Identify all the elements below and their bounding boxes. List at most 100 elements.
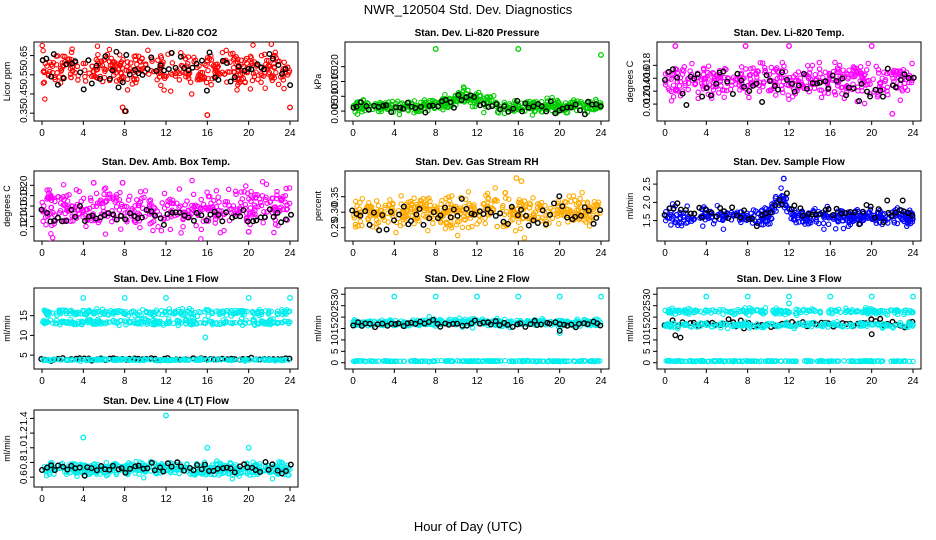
outlier-point bbox=[474, 293, 480, 300]
data-point bbox=[685, 80, 692, 86]
data-point bbox=[812, 71, 818, 78]
data-point bbox=[430, 220, 436, 227]
data-point bbox=[522, 323, 529, 330]
data-point bbox=[78, 198, 84, 205]
data-point bbox=[155, 311, 162, 317]
x-tick-label: 20 bbox=[866, 376, 878, 387]
data-point bbox=[271, 75, 278, 81]
data-point bbox=[113, 204, 120, 210]
data-point bbox=[712, 323, 718, 329]
outlier-point bbox=[827, 293, 834, 300]
data-point bbox=[858, 84, 865, 90]
x-tick-label: 0 bbox=[39, 376, 45, 387]
data-point bbox=[670, 205, 677, 212]
data-point bbox=[888, 307, 895, 314]
data-point bbox=[469, 103, 476, 110]
data-point bbox=[416, 218, 422, 224]
data-point bbox=[581, 320, 588, 327]
data-point bbox=[258, 52, 265, 59]
data-point bbox=[710, 70, 717, 77]
data-point bbox=[115, 84, 122, 91]
data-point bbox=[469, 223, 475, 230]
data-point bbox=[412, 104, 419, 111]
data-point bbox=[831, 89, 838, 95]
data-point bbox=[515, 219, 522, 225]
data-point bbox=[258, 202, 265, 209]
y-tick-label: 0.16 bbox=[19, 196, 30, 216]
data-point bbox=[865, 77, 872, 84]
data-point bbox=[120, 56, 126, 63]
data-point bbox=[153, 67, 160, 74]
data-point bbox=[388, 108, 395, 115]
data-point bbox=[354, 203, 360, 209]
data-point bbox=[828, 306, 834, 313]
data-point bbox=[152, 212, 159, 219]
x-tick-label: 20 bbox=[243, 248, 255, 259]
data-point bbox=[894, 220, 901, 227]
data-point bbox=[276, 58, 283, 65]
y-tick-label: 0.30 bbox=[330, 202, 341, 222]
data-point bbox=[713, 80, 720, 87]
data-point bbox=[484, 203, 490, 210]
data-point bbox=[672, 86, 679, 93]
data-point bbox=[486, 358, 492, 364]
x-tick-label: 12 bbox=[783, 376, 795, 387]
data-point bbox=[442, 225, 449, 232]
data-point bbox=[437, 323, 444, 330]
data-point bbox=[568, 321, 575, 328]
data-point bbox=[281, 356, 287, 363]
data-point bbox=[437, 212, 444, 219]
data-point bbox=[465, 189, 472, 195]
data-point bbox=[148, 356, 154, 363]
x-tick-label: 20 bbox=[554, 248, 566, 259]
data-point bbox=[668, 98, 675, 104]
data-point bbox=[442, 91, 448, 98]
data-point bbox=[281, 85, 287, 92]
data-point bbox=[353, 103, 360, 110]
data-point bbox=[92, 310, 98, 316]
data-point bbox=[874, 214, 880, 221]
data-point bbox=[884, 321, 891, 328]
data-point bbox=[136, 357, 143, 364]
data-point bbox=[583, 219, 589, 225]
data-point bbox=[547, 98, 554, 105]
data-point bbox=[68, 49, 75, 56]
data-point bbox=[268, 320, 274, 327]
data-point bbox=[55, 194, 62, 200]
data-point bbox=[82, 67, 88, 73]
data-point bbox=[240, 207, 247, 214]
data-point bbox=[88, 217, 95, 224]
x-tick-label: 0 bbox=[39, 128, 45, 139]
data-point bbox=[880, 219, 887, 226]
data-point bbox=[152, 357, 158, 364]
data-point bbox=[216, 199, 222, 205]
data-point bbox=[713, 213, 720, 220]
data-point bbox=[138, 214, 145, 221]
data-point bbox=[169, 60, 176, 66]
data-point bbox=[42, 96, 48, 102]
outlier-point bbox=[556, 330, 563, 337]
data-point bbox=[271, 229, 277, 236]
data-point bbox=[80, 86, 87, 93]
data-point bbox=[792, 323, 799, 330]
outlier-point bbox=[202, 334, 209, 341]
data-point bbox=[265, 311, 272, 317]
data-point bbox=[86, 318, 92, 324]
data-point bbox=[170, 356, 177, 363]
data-point bbox=[76, 202, 83, 209]
data-point bbox=[837, 309, 844, 316]
data-point bbox=[238, 199, 244, 206]
data-point bbox=[417, 103, 424, 110]
data-point bbox=[80, 207, 87, 214]
data-point bbox=[800, 219, 806, 225]
data-point bbox=[133, 357, 140, 363]
data-point bbox=[770, 69, 777, 75]
data-point bbox=[288, 211, 295, 218]
data-point bbox=[177, 53, 184, 60]
data-point bbox=[795, 82, 802, 89]
data-point bbox=[238, 189, 244, 195]
data-point bbox=[526, 200, 533, 206]
x-tick-label: 0 bbox=[350, 248, 356, 259]
